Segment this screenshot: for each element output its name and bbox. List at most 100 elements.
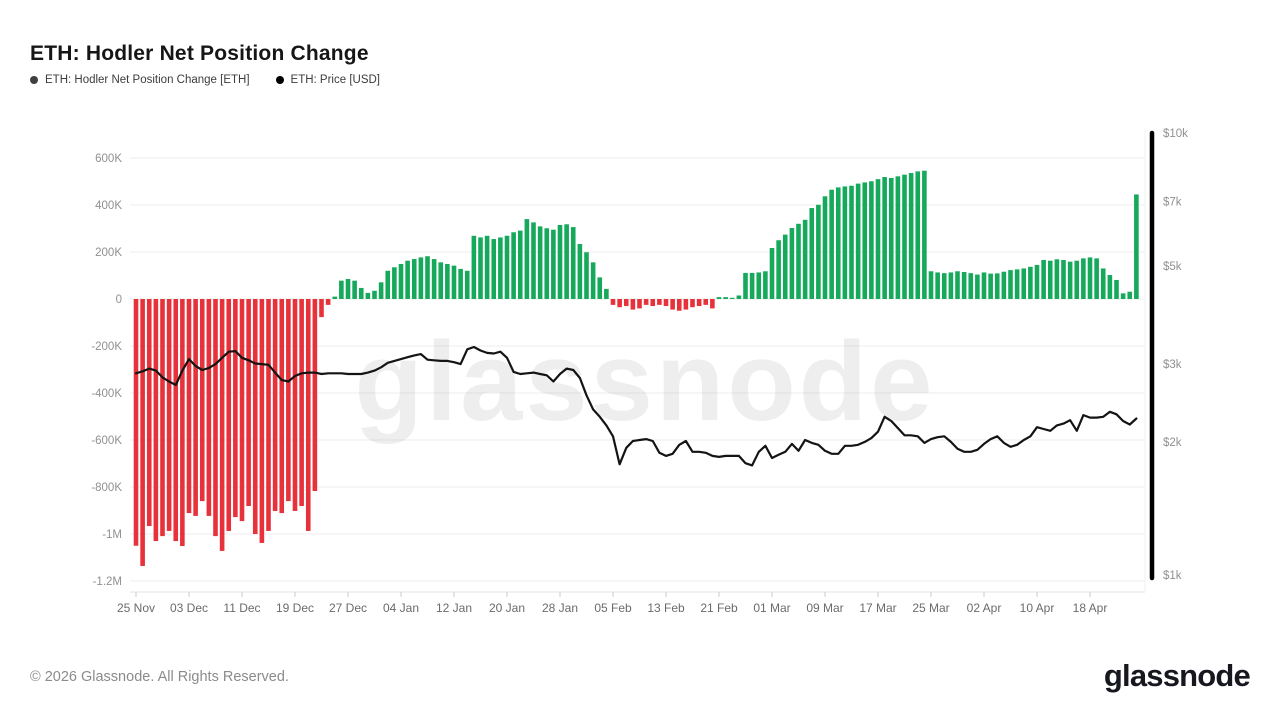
net-position-bar <box>325 299 331 305</box>
x-axis-tick-label: 25 Mar <box>912 601 949 615</box>
net-position-bar <box>1054 259 1060 299</box>
net-position-bar <box>279 299 285 514</box>
net-position-bar <box>604 288 609 299</box>
net-position-bar <box>511 232 516 299</box>
net-position-bar <box>842 186 848 299</box>
net-position-bar <box>802 219 808 299</box>
net-position-bar <box>941 273 947 299</box>
net-position-bar <box>378 282 384 299</box>
net-position-bar <box>968 273 974 299</box>
net-position-bar <box>696 299 702 307</box>
net-position-bar <box>206 299 212 516</box>
net-position-bar <box>286 299 291 502</box>
net-position-bar <box>451 265 457 299</box>
x-axis-tick-label: 04 Jan <box>383 601 419 615</box>
net-position-bar <box>531 222 536 299</box>
net-position-bar <box>1021 268 1027 299</box>
net-position-bar <box>683 299 689 310</box>
price-line <box>134 345 1138 467</box>
x-axis-tick-label: 18 Apr <box>1073 601 1108 615</box>
net-position-bar <box>173 299 179 542</box>
net-position-bar <box>186 299 192 514</box>
net-position-bar <box>849 185 854 299</box>
net-position-bar <box>458 268 463 299</box>
net-position-bar <box>1094 258 1099 299</box>
net-position-bar <box>955 271 960 299</box>
net-position-bar <box>676 299 682 311</box>
net-position-bar <box>723 297 728 299</box>
net-position-bar <box>1074 260 1080 299</box>
net-position-bar <box>464 270 470 299</box>
x-axis-tick-label: 05 Feb <box>594 601 632 615</box>
net-position-bar <box>252 299 258 534</box>
net-position-bar <box>246 299 251 507</box>
net-position-bar <box>729 297 735 299</box>
net-position-bar <box>564 224 569 299</box>
net-position-bar <box>776 240 781 299</box>
net-position-bar <box>544 228 550 299</box>
net-position-bar <box>908 173 914 299</box>
right-axis-tick-label: $3k <box>1163 359 1182 371</box>
net-position-bar <box>537 226 543 299</box>
net-position-bar <box>517 230 523 299</box>
net-position-bar <box>180 299 185 546</box>
net-position-bar <box>372 290 377 299</box>
net-position-bar <box>551 229 556 299</box>
net-position-bar <box>590 262 596 299</box>
net-position-bar <box>749 272 755 299</box>
net-position-bar <box>690 299 695 308</box>
net-position-bar <box>411 259 417 299</box>
net-position-bar <box>782 234 788 299</box>
net-position-bar <box>829 189 834 299</box>
x-axis-tick-label: 13 Feb <box>647 601 685 615</box>
net-position-bar <box>789 228 795 299</box>
right-axis-tick-label: $10k <box>1163 128 1188 140</box>
net-position-bar <box>438 262 444 299</box>
net-position-bar <box>345 279 351 299</box>
net-position-bar <box>1134 194 1139 299</box>
net-position-bar <box>922 170 927 299</box>
net-position-bar <box>405 260 410 299</box>
net-position-bar <box>663 299 669 307</box>
net-position-bar <box>153 299 159 542</box>
net-position-bar <box>822 196 828 299</box>
net-position-bar <box>915 171 921 299</box>
net-position-bar <box>1001 271 1007 299</box>
legend-item-price[interactable]: ETH: Price [USD] <box>275 74 380 86</box>
net-position-bar <box>1008 270 1013 299</box>
net-position-bar <box>332 296 338 299</box>
net-position-bar <box>471 235 477 299</box>
page-title: ETH: Hodler Net Position Change <box>30 42 369 66</box>
net-position-bar <box>299 299 304 507</box>
net-position-bar <box>869 181 874 299</box>
legend-item-hodler-net-position[interactable]: ETH: Hodler Net Position Change [ETH] <box>30 74 250 86</box>
net-position-bar <box>584 252 589 299</box>
net-position-bar <box>305 299 311 531</box>
x-axis-tick-label: 11 Dec <box>223 601 260 615</box>
net-position-bar <box>1100 268 1106 299</box>
net-position-bar <box>809 208 815 299</box>
net-position-bar <box>1061 259 1066 299</box>
net-position-bar <box>928 271 934 299</box>
net-position-bar <box>233 299 238 518</box>
left-axis-tick-label: -200K <box>91 341 122 353</box>
x-axis-tick-label: 17 Mar <box>859 601 896 615</box>
legend-label: ETH: Hodler Net Position Change [ETH] <box>45 74 250 86</box>
right-axis-tick-label: $5k <box>1163 261 1182 273</box>
series-dot-icon <box>275 76 284 84</box>
net-position-bar <box>352 280 357 299</box>
legend-label: ETH: Price [USD] <box>290 74 380 86</box>
left-axis-tick-label: -800K <box>91 482 122 494</box>
net-position-bar <box>557 224 563 299</box>
net-position-bar <box>710 299 715 309</box>
net-position-bar <box>1034 264 1040 299</box>
net-position-bar <box>1127 291 1133 299</box>
net-position-bar <box>623 299 629 307</box>
net-position-bar <box>425 256 430 299</box>
net-position-bar <box>1028 266 1033 299</box>
net-position-bar <box>484 235 490 299</box>
net-position-bar <box>146 299 152 527</box>
net-position-bar <box>657 299 662 305</box>
net-position-bar <box>478 237 483 299</box>
